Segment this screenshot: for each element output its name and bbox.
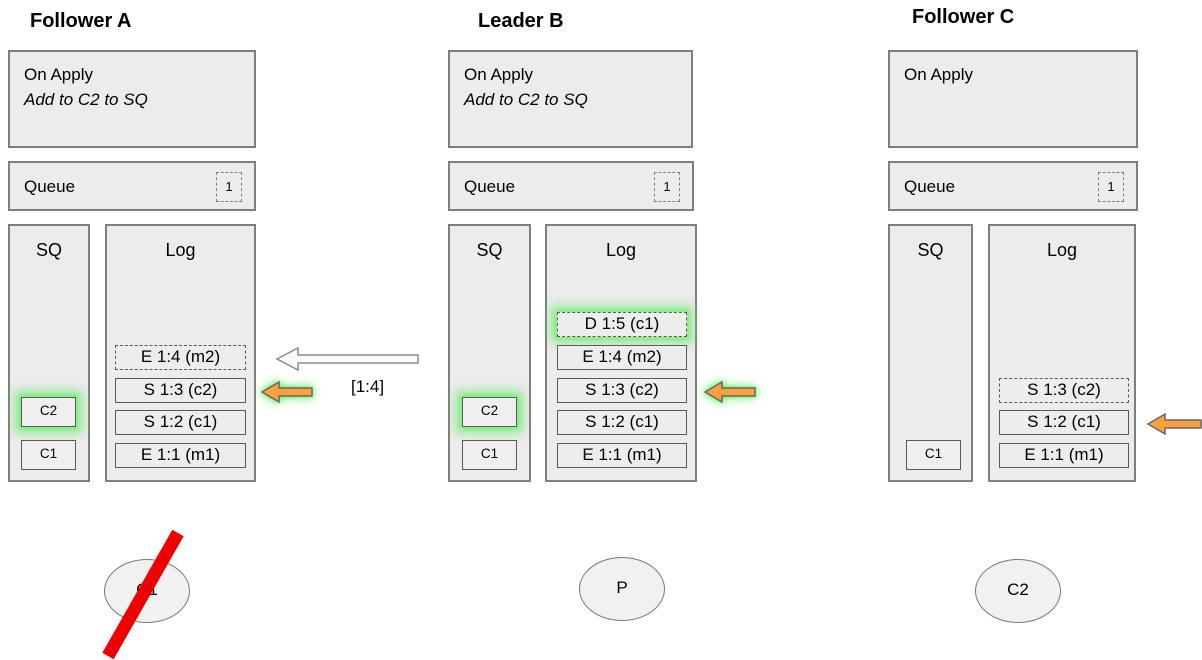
log-entry-1-2: S 1:2 (c1) xyxy=(115,410,246,435)
node-c-title: Follower C xyxy=(912,6,1015,28)
client-p-ellipse: P xyxy=(579,557,665,621)
white-left-arrow-icon xyxy=(275,346,419,372)
sq-label: SQ xyxy=(35,240,62,260)
node-b-on-apply-box: On Apply Add to C2 to SQ xyxy=(448,50,693,148)
log-entry-1-3: S 1:3 (c2) xyxy=(557,378,687,403)
sq-item-c1: C1 xyxy=(21,440,76,470)
log-entry-1-4: E 1:4 (m2) xyxy=(115,345,246,370)
log-entry-1-1: E 1:1 (m1) xyxy=(115,443,246,468)
node-c-on-apply: On Apply xyxy=(904,62,973,87)
node-c-on-apply-box: On Apply xyxy=(888,50,1138,148)
queue-count: 1 xyxy=(654,172,680,202)
orange-left-arrow-icon xyxy=(260,380,313,404)
node-c-commit-arrow xyxy=(1146,412,1202,436)
queue-count: 1 xyxy=(1098,172,1124,202)
log-entry-1-3: S 1:3 (c2) xyxy=(115,378,246,403)
on-apply-label: On Apply xyxy=(24,65,93,84)
log-label: Log xyxy=(605,240,637,260)
sq-item-c1: C1 xyxy=(906,440,961,470)
sq-item-c2: C2 xyxy=(21,397,76,427)
crossed-out-icon xyxy=(102,529,184,660)
node-b-on-apply: On Apply Add to C2 to SQ xyxy=(464,62,588,112)
log-entry-1-2: S 1:2 (c1) xyxy=(557,410,687,435)
node-b-title: Leader B xyxy=(478,10,564,32)
replication-range-label: [1:4] xyxy=(351,377,385,396)
node-a-on-apply: On Apply Add to C2 to SQ xyxy=(24,62,148,112)
replicate-entries-arrow xyxy=(275,346,419,372)
node-a-log-box: Log E 1:4 (m2) S 1:3 (c2) S 1:2 (c1) E 1… xyxy=(105,224,256,482)
sq-item-c2: C2 xyxy=(462,397,517,427)
log-entry-1-4: E 1:4 (m2) xyxy=(557,345,687,370)
on-apply-label: On Apply xyxy=(464,65,533,84)
log-entry-1-1: E 1:1 (m1) xyxy=(557,443,687,468)
node-b-log-box: Log D 1:5 (c1) E 1:4 (m2) S 1:3 (c2) S 1… xyxy=(545,224,697,482)
node-b-commit-arrow xyxy=(703,380,756,404)
on-apply-action: Add to C2 to SQ xyxy=(24,90,148,109)
node-b-queue-box: Queue 1 xyxy=(448,161,694,211)
node-c-log-box: Log S 1:3 (c2) S 1:2 (c1) E 1:1 (m1) xyxy=(988,224,1136,482)
queue-count: 1 xyxy=(216,172,242,202)
node-b-sq-box: SQ C2 C1 xyxy=(448,224,531,482)
orange-left-arrow-icon xyxy=(1146,412,1202,436)
node-a-commit-arrow xyxy=(260,380,313,404)
sq-label: SQ xyxy=(476,240,503,260)
on-apply-label: On Apply xyxy=(904,65,973,84)
node-c-queue-box: Queue 1 xyxy=(888,161,1138,211)
queue-label: Queue xyxy=(904,177,956,196)
red-strike-line xyxy=(102,529,184,660)
queue-label: Queue xyxy=(464,177,516,196)
node-a-queue-box: Queue 1 xyxy=(8,161,256,211)
node-a-sq-box: SQ C2 C1 xyxy=(8,224,90,482)
node-a-on-apply-box: On Apply Add to C2 to SQ xyxy=(8,50,256,148)
log-entry-1-5: D 1:5 (c1) xyxy=(557,312,687,337)
node-a-title: Follower A xyxy=(30,10,132,32)
orange-left-arrow-icon xyxy=(703,380,756,404)
log-label: Log xyxy=(165,240,196,260)
queue-label: Queue xyxy=(24,177,76,196)
log-label: Log xyxy=(1046,240,1078,260)
log-entry-1-1: E 1:1 (m1) xyxy=(999,443,1129,468)
on-apply-action: Add to C2 to SQ xyxy=(464,90,588,109)
sq-label: SQ xyxy=(917,240,944,260)
log-entry-1-3: S 1:3 (c2) xyxy=(999,378,1129,403)
client-c2-ellipse: C2 xyxy=(975,559,1061,623)
sq-item-c1: C1 xyxy=(462,440,517,470)
node-c-sq-box: SQ C1 xyxy=(888,224,973,482)
log-entry-1-2: S 1:2 (c1) xyxy=(999,410,1129,435)
